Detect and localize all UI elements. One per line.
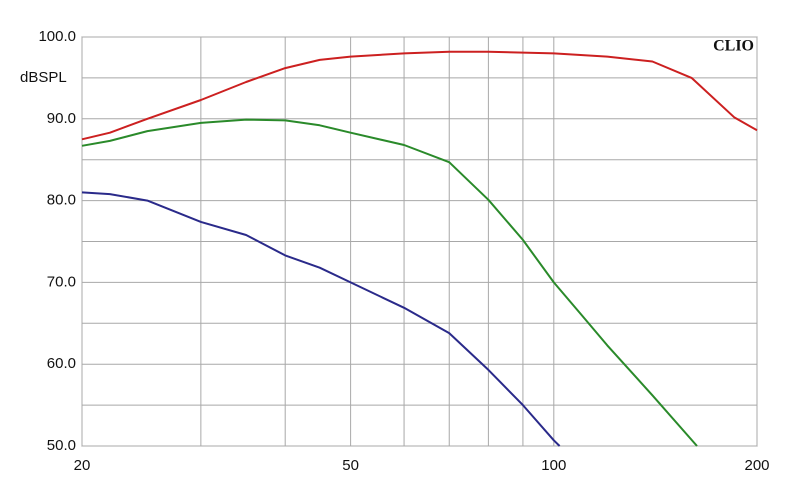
y-tick-label: 50.0 xyxy=(47,437,76,454)
y-tick-label: 70.0 xyxy=(47,273,76,290)
series-line xyxy=(81,118,698,447)
y-axis-label: dBSPL xyxy=(20,69,67,86)
x-tick-label: 20 xyxy=(74,457,91,474)
x-tick-label: 100 xyxy=(541,457,566,474)
x-tick-label: 200 xyxy=(744,457,769,474)
y-tick-label: 90.0 xyxy=(47,110,76,127)
y-tick-label: 80.0 xyxy=(47,192,76,209)
series-line xyxy=(81,50,758,141)
series-line xyxy=(81,191,561,447)
y-tick-label: 100.0 xyxy=(38,28,76,45)
watermark: CLIO xyxy=(713,38,754,55)
x-tick-label: 50 xyxy=(342,457,359,474)
y-tick-label: 60.0 xyxy=(47,355,76,372)
